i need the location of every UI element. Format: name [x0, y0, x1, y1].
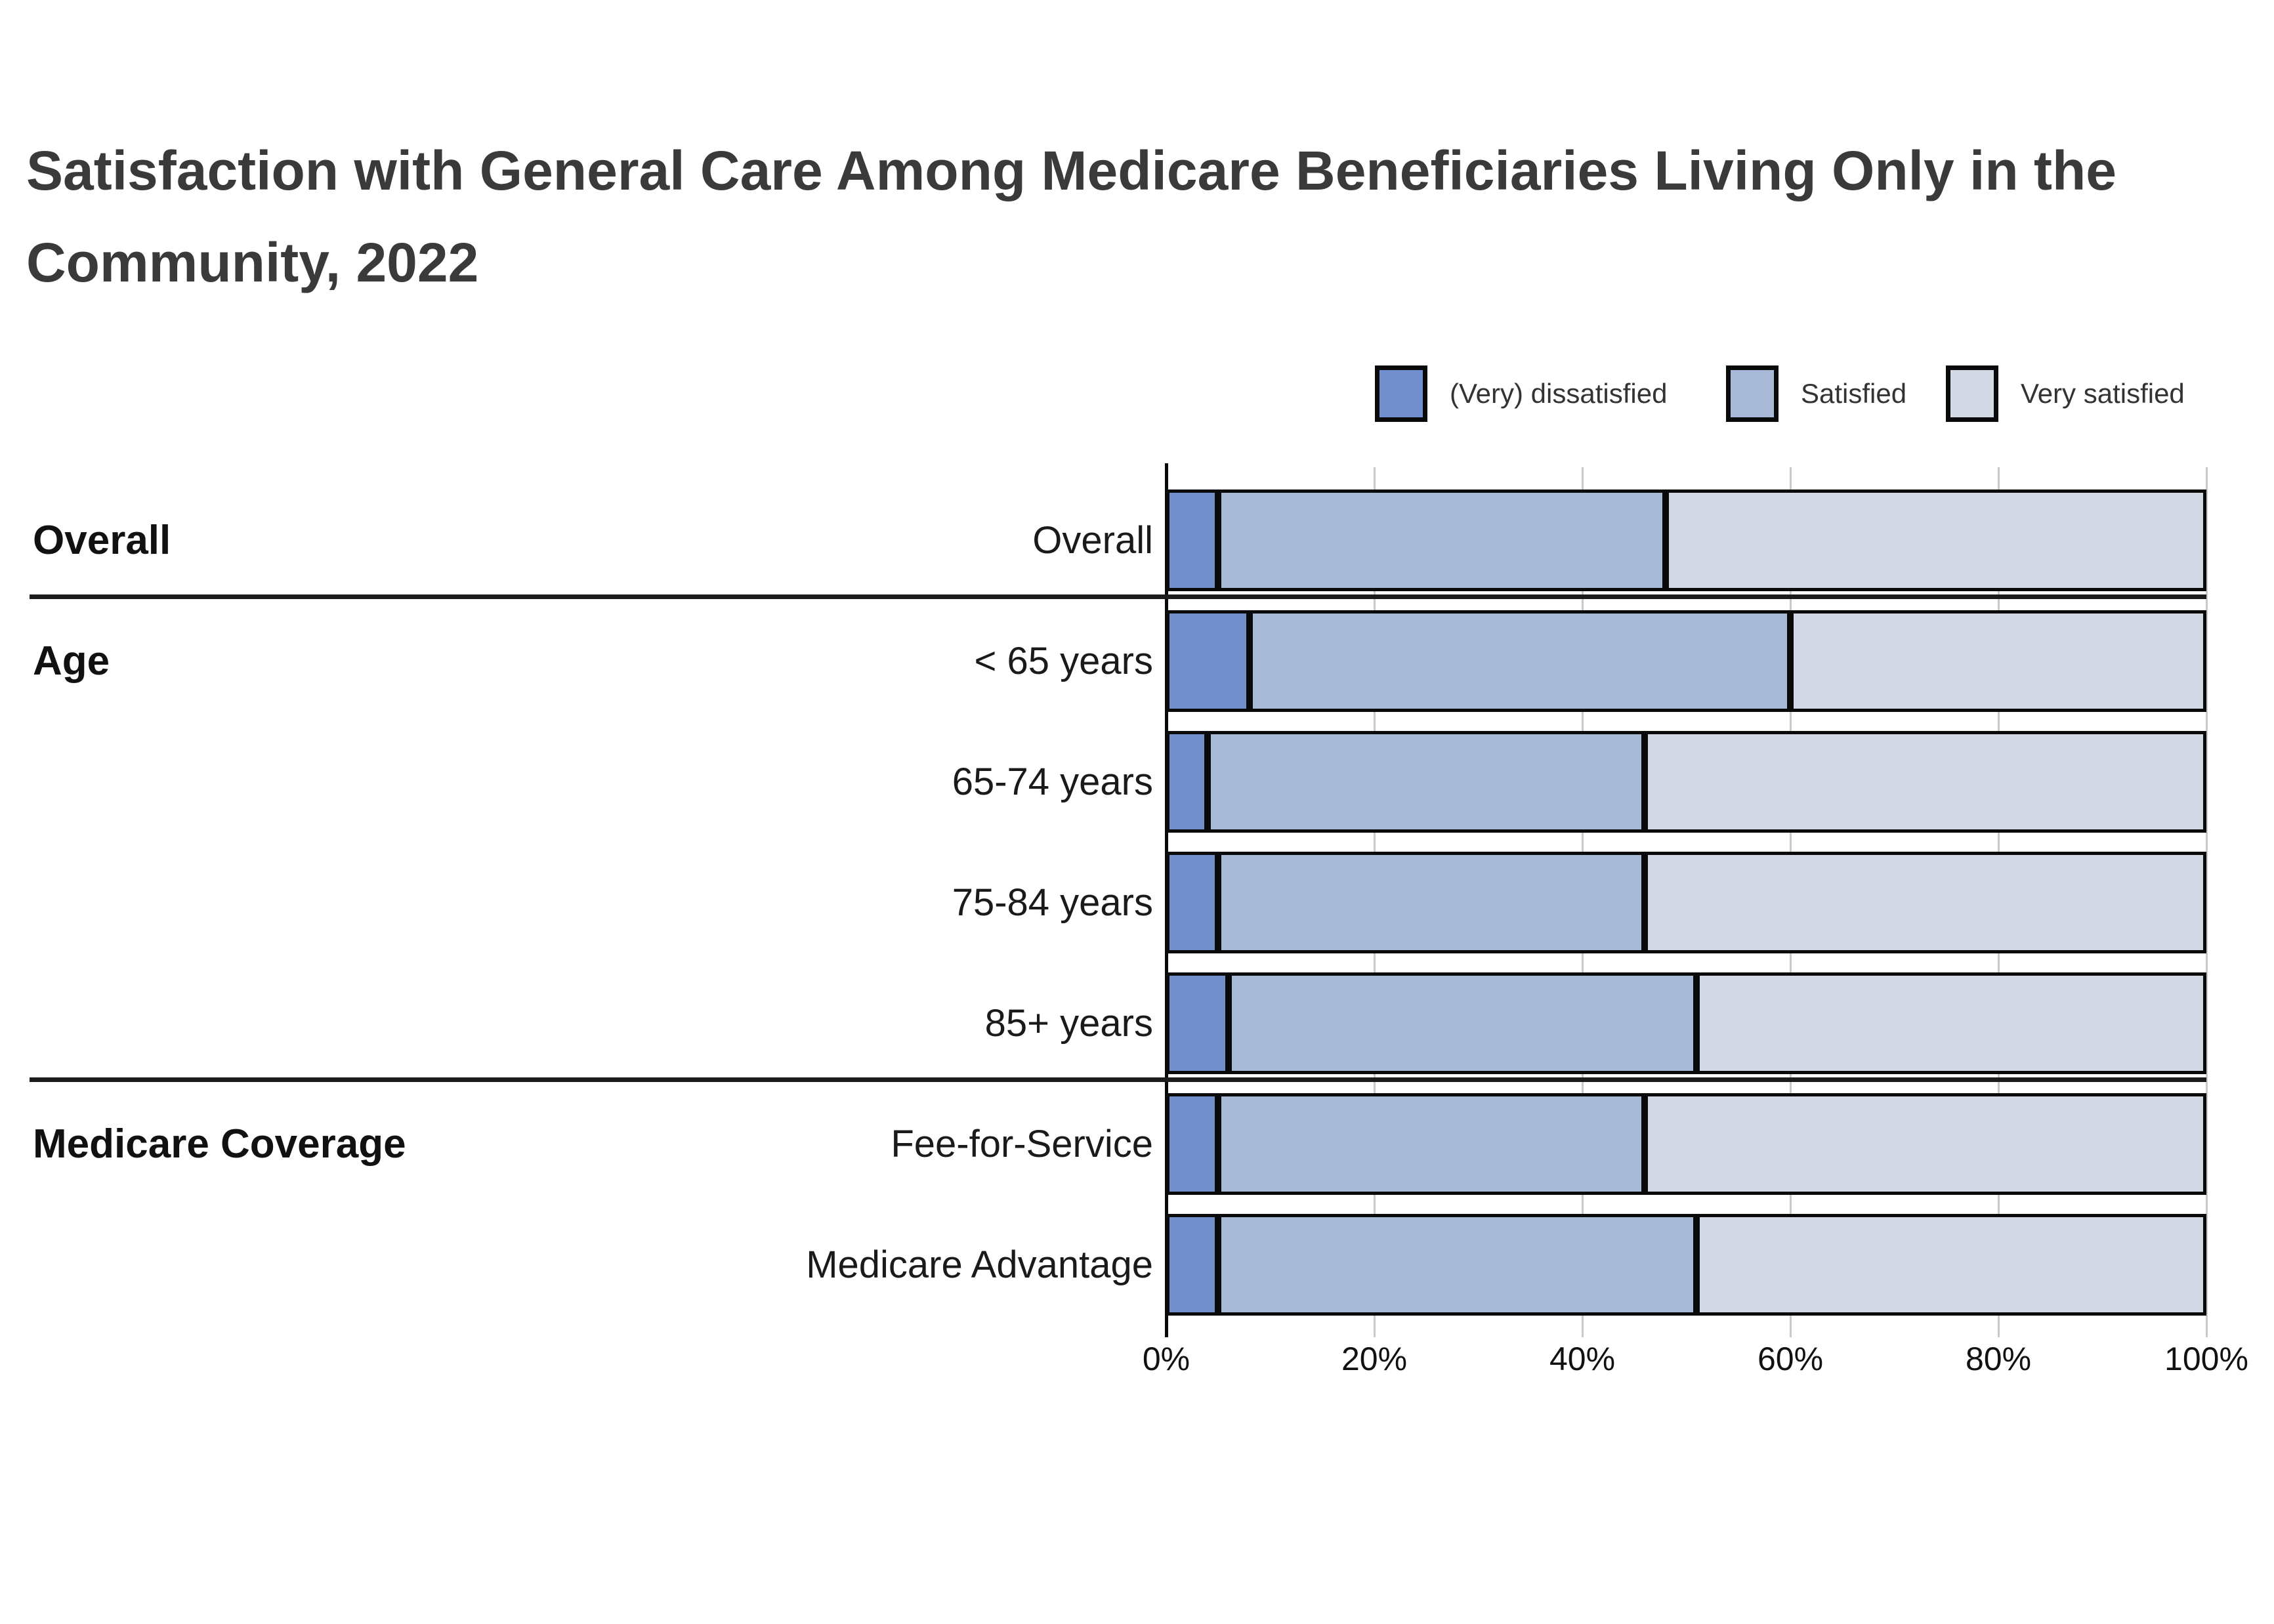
bar-segment-very-satisfied	[1696, 1214, 2206, 1316]
bar-segment-satisfied	[1249, 610, 1790, 712]
row-label: Fee-for-Service	[891, 1123, 1153, 1165]
group-separator	[30, 1077, 2206, 1082]
x-axis-tick-label: 40%	[1549, 1341, 1616, 1377]
bar-row-medicare-advantage	[1166, 1214, 2206, 1316]
row-label: Overall	[1032, 519, 1153, 562]
bar-segment--very-dissatisfied	[1166, 1214, 1219, 1316]
group-label-medicare-coverage: Medicare Coverage	[33, 1121, 406, 1167]
bar-segment-satisfied	[1218, 1093, 1645, 1195]
bar-segment-satisfied	[1218, 1214, 1697, 1316]
group-label-overall: Overall	[33, 518, 171, 563]
row-label: 75-84 years	[952, 881, 1153, 924]
row-label: < 65 years	[974, 640, 1153, 682]
bar-segment-satisfied	[1229, 972, 1697, 1074]
bar-row-85-years	[1166, 972, 2206, 1074]
group-label-age: Age	[33, 638, 110, 684]
x-axis-tick-label: 0%	[1142, 1341, 1190, 1377]
bar-row-65-74-years	[1166, 731, 2206, 833]
bar-segment-very-satisfied	[1645, 1093, 2206, 1195]
bar-segment--very-dissatisfied	[1166, 610, 1250, 712]
bar-segment-very-satisfied	[1645, 852, 2206, 953]
bar-segment--very-dissatisfied	[1166, 972, 1229, 1074]
bar-segment-satisfied	[1218, 852, 1645, 953]
legend-swatch-satisfied-icon	[1726, 365, 1779, 422]
bar-segment-very-satisfied	[1665, 489, 2206, 591]
legend-item-very-dissatisfied: (Very) dissatisfied	[1375, 365, 1667, 423]
x-axis-tick-label: 80%	[1965, 1341, 2032, 1377]
group-separator	[30, 594, 2206, 599]
x-axis-tick-label: 100%	[2164, 1341, 2248, 1377]
legend-label: Satisfied	[1801, 378, 1907, 409]
legend-label: Very satisfied	[2021, 378, 2185, 409]
legend-swatch-very-dissatisfied-icon	[1375, 365, 1427, 422]
x-axis-tick-label: 60%	[1757, 1341, 1824, 1377]
legend-swatch-very-satisfied-icon	[1946, 365, 1998, 422]
bar-segment-very-satisfied	[1790, 610, 2206, 712]
chart-title-line1: Satisfaction with General Care Among Med…	[26, 140, 2117, 201]
bar-row--65-years	[1166, 610, 2206, 712]
legend-item-very-satisfied: Very satisfied	[1946, 365, 2185, 423]
bar-segment-very-satisfied	[1696, 972, 2206, 1074]
bar-segment-satisfied	[1208, 731, 1645, 833]
x-axis-tick-label: 20%	[1341, 1341, 1408, 1377]
bar-segment-very-satisfied	[1645, 731, 2206, 833]
bar-segment--very-dissatisfied	[1166, 1093, 1219, 1195]
row-label: Medicare Advantage	[806, 1243, 1153, 1286]
row-label: 85+ years	[984, 1002, 1153, 1045]
bar-segment--very-dissatisfied	[1166, 852, 1219, 953]
bar-segment--very-dissatisfied	[1166, 489, 1219, 591]
bar-segment-satisfied	[1218, 489, 1666, 591]
bar-segment--very-dissatisfied	[1166, 731, 1208, 833]
legend-label: (Very) dissatisfied	[1450, 378, 1668, 409]
chart-title: Satisfaction with General Care Among Med…	[26, 125, 2244, 308]
bar-row-overall	[1166, 489, 2206, 591]
chart-title-line2: Community, 2022	[26, 232, 479, 293]
gridline-100%	[2205, 467, 2208, 1337]
bar-row-75-84-years	[1166, 852, 2206, 953]
legend-item-satisfied: Satisfied	[1726, 365, 1906, 423]
row-label: 65-74 years	[952, 760, 1153, 803]
bar-row-fee-for-service	[1166, 1093, 2206, 1195]
